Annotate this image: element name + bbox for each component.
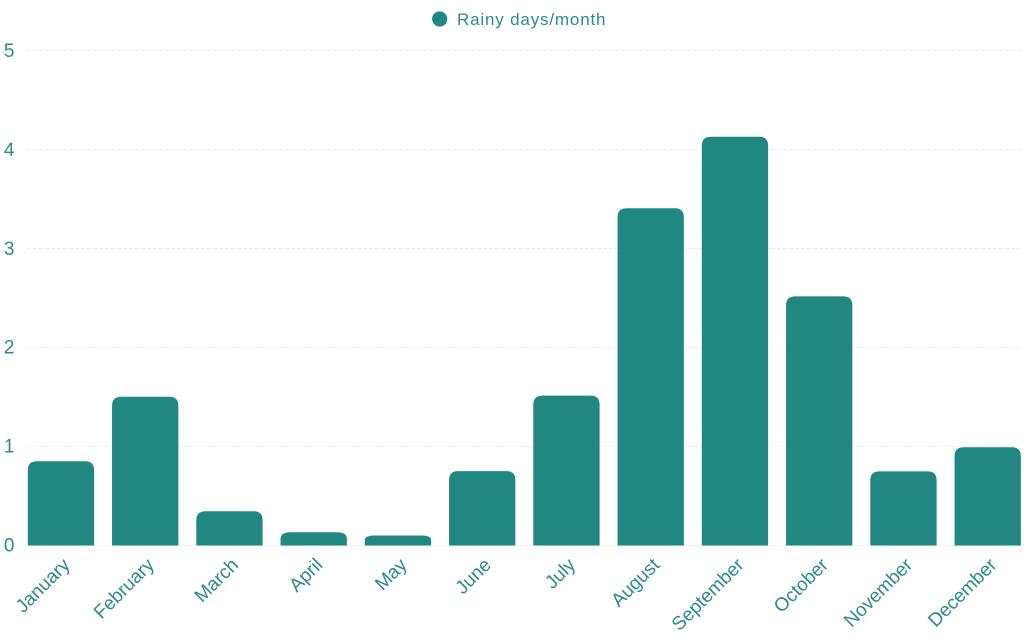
svg-text:2: 2 <box>4 338 15 359</box>
svg-text:3: 3 <box>4 239 15 260</box>
svg-text:August: August <box>608 554 665 611</box>
svg-text:November: November <box>840 554 917 631</box>
svg-text:December: December <box>924 554 1001 631</box>
svg-text:February: February <box>90 554 159 623</box>
svg-text:Rainy days/month: Rainy days/month <box>457 10 606 29</box>
svg-text:May: May <box>371 554 412 595</box>
svg-text:June: June <box>452 555 496 599</box>
svg-text:January: January <box>12 554 75 617</box>
svg-text:1: 1 <box>4 437 15 458</box>
svg-text:April: April <box>286 555 328 597</box>
svg-text:4: 4 <box>4 140 15 161</box>
svg-text:March: March <box>191 555 243 607</box>
svg-text:October: October <box>770 554 833 617</box>
svg-text:September: September <box>668 554 749 635</box>
svg-text:5: 5 <box>4 41 15 62</box>
svg-text:0: 0 <box>4 536 15 557</box>
svg-text:July: July <box>541 554 580 593</box>
